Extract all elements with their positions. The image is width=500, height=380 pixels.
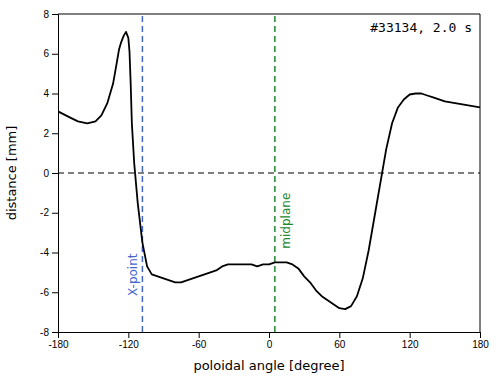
tick-label: 2: [43, 128, 49, 139]
tick-label: 120: [402, 339, 419, 350]
tick-mark: [52, 133, 58, 134]
tick-label: -120: [119, 339, 139, 350]
tick: 2: [43, 128, 58, 139]
tick: -60: [192, 332, 207, 350]
frame-top: [58, 14, 480, 15]
tick-mark: [52, 94, 58, 95]
tick-label: -4: [40, 247, 49, 258]
tick: 180: [472, 332, 489, 350]
tick-mark: [269, 332, 270, 338]
tick-label: -180: [48, 339, 68, 350]
tick-mark: [52, 173, 58, 174]
marks: [58, 14, 480, 332]
tick: -4: [40, 247, 58, 258]
tick-mark: [199, 332, 200, 338]
y-axis-title: distance [mm]: [4, 126, 19, 221]
tick: 60: [334, 332, 346, 350]
tick-mark: [52, 14, 58, 15]
tick: -180: [48, 332, 68, 350]
tick-label: -2: [40, 207, 49, 218]
tick-label: -6: [40, 287, 49, 298]
axis-line: [59, 333, 481, 339]
tick-label: 6: [43, 48, 49, 59]
tick: -8: [40, 327, 58, 338]
tick-label: 4: [43, 88, 49, 99]
tick-label: 8: [43, 9, 49, 20]
tick-mark: [339, 332, 340, 338]
tick-label: -60: [192, 339, 207, 350]
tick: 8: [43, 9, 58, 20]
x-axis: -180 -120 -60 0 60 120 180: [48, 332, 489, 350]
reference-line: [142, 14, 144, 332]
tick-mark: [52, 332, 58, 333]
tick: -120: [119, 332, 139, 350]
tick-mark: [52, 54, 58, 55]
tick-mark: [128, 332, 129, 338]
tick: 6: [43, 48, 58, 59]
title: #33134, 2.0 s: [370, 20, 472, 35]
tick: 120: [402, 332, 419, 350]
line-label: X-point: [126, 253, 140, 296]
curve: [58, 32, 480, 309]
reference-line: [274, 14, 276, 332]
plot-area: -180 -120 -60 0 60 120 180 -8 -6 -4 -2 0 2 4 6 8 X-point…: [40, 9, 489, 350]
tick-mark: [52, 253, 58, 254]
y-axis: -8 -6 -4 -2 0 2 4 6 8: [40, 9, 58, 338]
tick-mark: [480, 332, 481, 338]
chart: -180 -120 -60 0 60 120 180 -8 -6 -4 -2 0 2 4 6 8 X-point…: [0, 0, 500, 380]
tick-mark: [52, 213, 58, 214]
tick: 4: [43, 88, 58, 99]
tick-label: -8: [40, 327, 49, 338]
tick-mark: [52, 292, 58, 293]
x-axis-title: poloidal angle [degree]: [193, 358, 344, 373]
tick: -2: [40, 207, 58, 218]
tick-label: 0: [267, 339, 273, 350]
tick-label: 60: [334, 339, 346, 350]
reference-line: [58, 172, 480, 173]
line-label: midplane: [279, 193, 293, 249]
tick: 0: [43, 168, 58, 179]
axis-line: [52, 15, 59, 333]
tick: -6: [40, 287, 58, 298]
tick-label: 180: [472, 339, 489, 350]
tick-mark: [410, 332, 411, 338]
tick-label: 0: [43, 168, 49, 179]
tick: 0: [267, 332, 273, 350]
